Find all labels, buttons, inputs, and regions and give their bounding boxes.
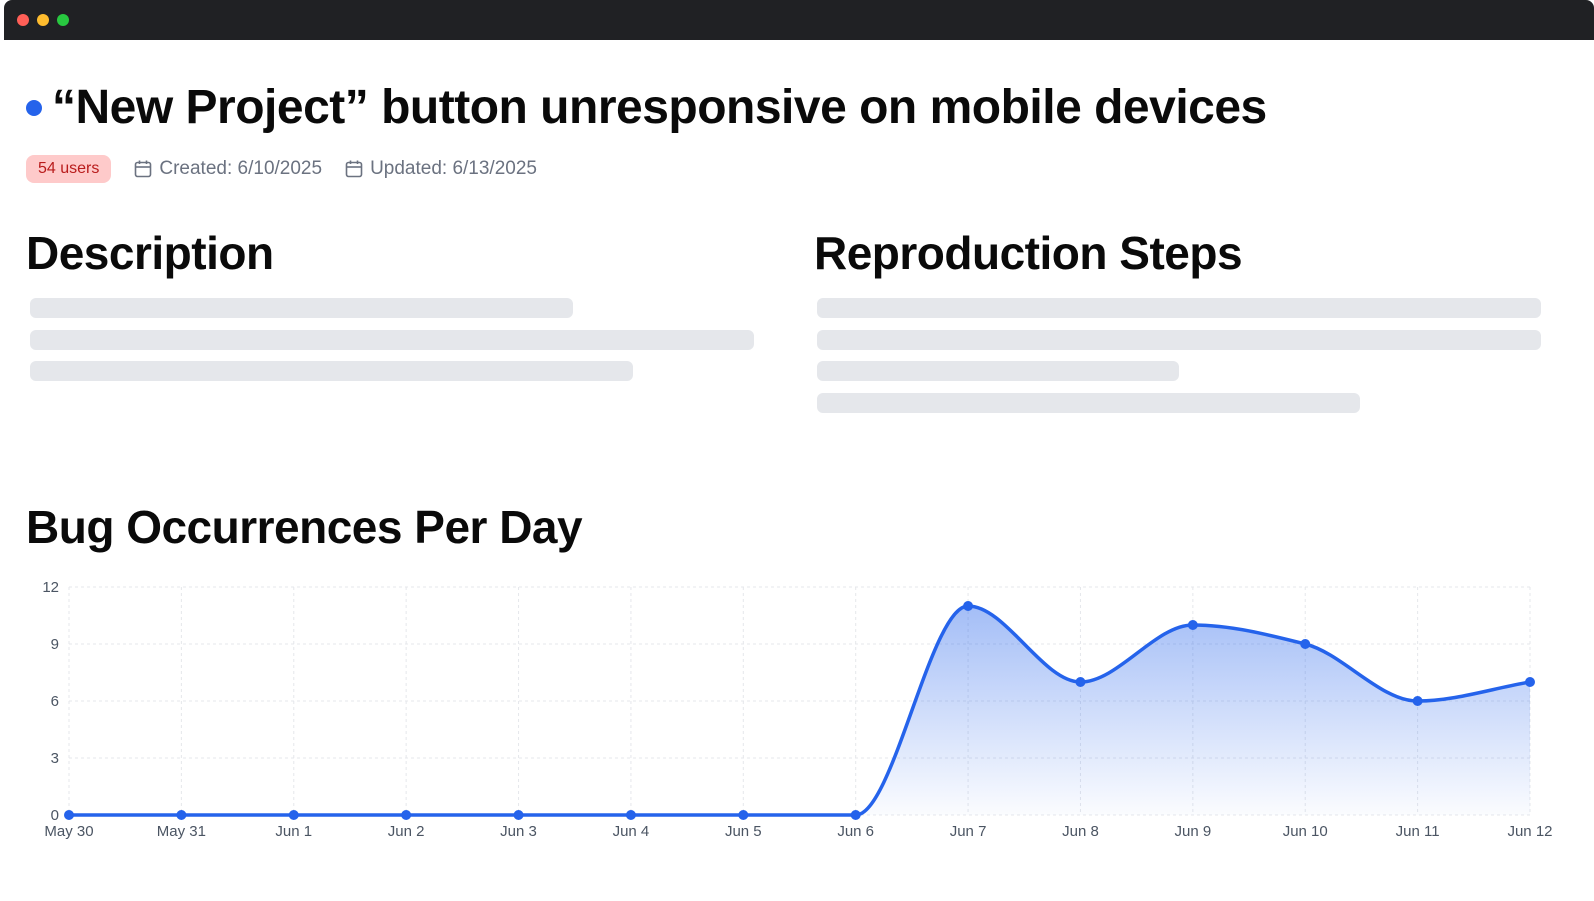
y-tick-label: 6 [51, 693, 59, 710]
reproduction-skeleton-line [817, 330, 1541, 350]
y-tick-label: 0 [51, 807, 59, 824]
browser-window [4, 0, 1594, 901]
issue-meta: 54 users Created: 6/10/2025 Updated: 6/1… [26, 155, 559, 183]
x-tick-label: May 30 [44, 823, 93, 840]
series-area [69, 606, 1530, 815]
x-tick-label: Jun 10 [1283, 823, 1328, 840]
description-skeleton-line [30, 361, 633, 381]
minimize-window-button[interactable] [37, 14, 49, 26]
status-dot-icon [26, 99, 42, 116]
x-tick-label: Jun 9 [1174, 823, 1211, 840]
description-skeleton-line [30, 330, 754, 350]
data-point [176, 810, 187, 820]
chart-heading: Bug Occurrences Per Day [26, 501, 583, 553]
data-point [513, 810, 524, 820]
maximize-window-button[interactable] [57, 14, 69, 26]
data-point [1300, 639, 1311, 649]
x-tick-label: Jun 1 [275, 823, 312, 840]
data-point [288, 810, 299, 820]
y-tick-label: 12 [42, 579, 59, 596]
y-tick-label: 3 [51, 750, 59, 767]
created-date: Created: 6/10/2025 [133, 158, 322, 180]
reproduction-skeleton-line [817, 361, 1179, 381]
description-heading: Description [26, 227, 274, 279]
close-window-button[interactable] [17, 14, 29, 26]
reproduction-heading: Reproduction Steps [814, 227, 1243, 279]
data-point [738, 810, 749, 820]
data-point [1187, 620, 1198, 630]
x-tick-label: Jun 5 [725, 823, 762, 840]
data-point [1075, 677, 1086, 687]
x-tick-label: Jun 3 [500, 823, 537, 840]
window-titlebar [4, 0, 1594, 40]
y-tick-label: 9 [51, 636, 59, 653]
data-point [850, 810, 861, 820]
issue-header: “New Project” button unresponsive on mob… [26, 80, 1267, 135]
data-point [64, 810, 74, 820]
data-point [1525, 677, 1535, 687]
series-line [67, 604, 1532, 817]
x-tick-label: Jun 2 [388, 823, 425, 840]
description-skeleton-line [30, 298, 573, 318]
calendar-icon [345, 160, 363, 178]
created-date-text: Created: 6/10/2025 [159, 158, 323, 179]
x-tick-label: Jun 7 [950, 823, 987, 840]
issue-title: “New Project” button unresponsive on mob… [52, 81, 1267, 134]
reproduction-skeleton-line [817, 298, 1541, 318]
data-point [401, 810, 412, 820]
data-point [963, 601, 974, 611]
updated-date-text: Updated: 6/13/2025 [370, 158, 537, 179]
reproduction-skeleton-line [817, 393, 1360, 413]
calendar-icon [135, 160, 152, 178]
affected-users-badge: 54 users [26, 155, 112, 183]
x-tick-label: Jun 8 [1062, 823, 1099, 840]
x-tick-label: May 31 [157, 823, 206, 840]
data-point [1412, 696, 1423, 706]
x-tick-label: Jun 11 [1396, 823, 1440, 840]
data-point [625, 810, 636, 820]
x-tick-label: Jun 6 [837, 823, 874, 840]
updated-date: Updated: 6/13/2025 [344, 158, 537, 180]
x-tick-label: Jun 4 [613, 823, 650, 840]
x-tick-label: Jun 12 [1507, 823, 1552, 840]
